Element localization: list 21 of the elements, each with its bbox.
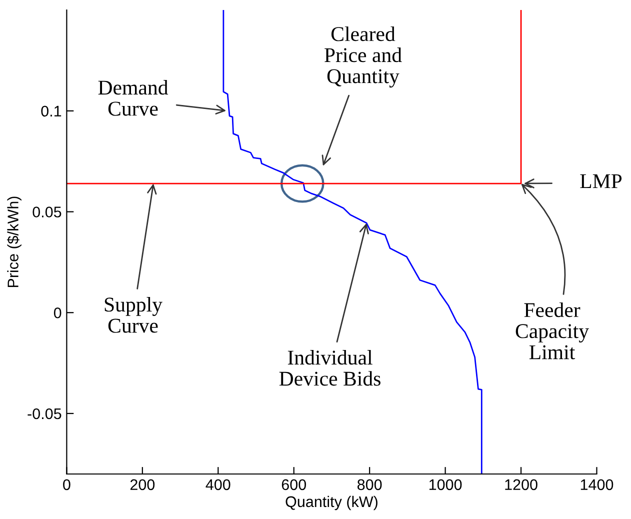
x-tick-label: 1000 [429, 479, 462, 490]
x-tick-label: 0 [63, 479, 70, 490]
x-tick-label: 600 [282, 479, 306, 490]
x-axis-title: Quantity (kW) [286, 496, 378, 510]
annotation: Demand Curve [98, 80, 168, 116]
y-axis-title: Price ($/kWh) [6, 196, 22, 288]
x-tick-label: 800 [357, 479, 382, 490]
annotation: LMP [580, 174, 622, 188]
annotation: Individual Device Bids [279, 350, 380, 386]
annotation: Cleared Price and Quantity [324, 26, 402, 88]
y-tick-label: -0.05 [28, 408, 62, 420]
x-tick-label: 1400 [580, 479, 614, 490]
line-series [222, 10, 482, 474]
x-tick-label: 400 [206, 479, 230, 490]
y-tick-label: 0.1 [41, 106, 62, 117]
x-tick-label: 1200 [505, 479, 538, 490]
annotation: Supply Curve [104, 296, 162, 333]
x-tick-label: 200 [130, 479, 155, 490]
y-tick-label: 0.05 [32, 206, 62, 218]
annotation: Feeder Capacity Limit [516, 302, 589, 360]
y-tick-label: 0 [54, 307, 62, 318]
